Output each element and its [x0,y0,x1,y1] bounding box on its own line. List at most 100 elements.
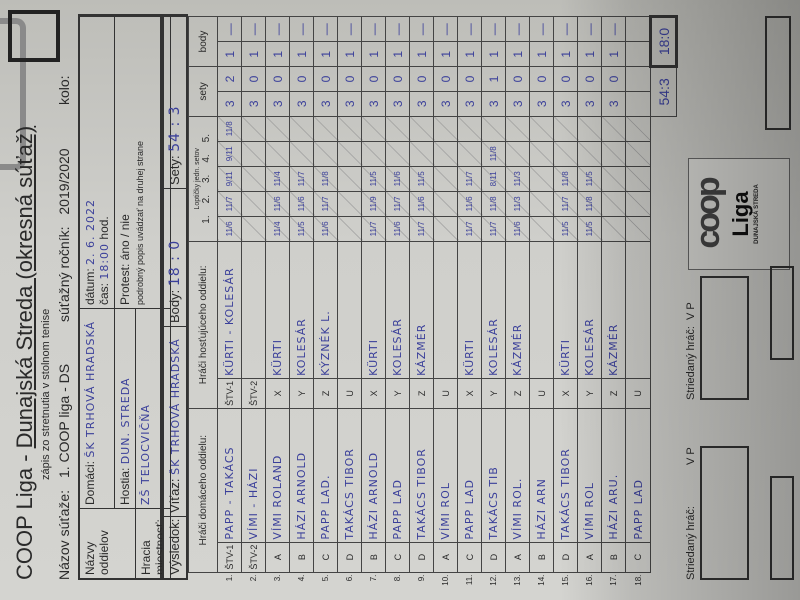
home-player: TAKÁCS TIBOR [409,408,434,543]
round-label: kolo: [56,75,72,105]
home-label: Domáci: [83,460,97,505]
match-number: 9. [417,574,426,582]
set-score-1: 11/7 [481,216,506,242]
set-score-4 [553,141,578,167]
time-value: 18:00 [98,242,111,280]
result-row: Výsledok: Víťaz: ŠK TRHOVÁ HRADSKÁ Body:… [162,14,188,580]
table-row: 9. D TAKÁCS TIBOR Z KÁZMÉR 11/7 11/6 11/5 3 0 1— [409,16,434,591]
home-slot: C [457,542,482,573]
away-player: KOLESÁR [577,241,602,379]
sets-won: 3 [409,91,434,117]
home-player: HÁZI ARNOLD [361,408,386,543]
set-score-1 [241,216,266,242]
match-number: 18. [633,574,643,586]
set-score-3 [529,166,554,192]
signature-box-away [770,266,794,360]
table-row: 11. C PAPP LAD X KÜRTI 11/7 11/6 11/7 3 0 1— [457,16,482,591]
set-score-2: 11/7 [553,191,578,217]
away-slot: Y [577,378,602,409]
set-score-1: 11/5 [577,216,602,242]
away-slot: U [337,378,362,409]
table-row: 17. B HÁZI ARU. Z KÁZMÉR 3 0 1— [601,16,626,591]
set-score-4 [601,141,626,167]
table-row: 2. ŠTV-2 VÍMI - HÁZI ŠTV-2 3 0 1— [241,16,266,591]
set-score-5 [433,116,458,142]
points-won: 1 [553,42,578,67]
sheet-title: COOP Liga - Dunajská Streda (okresná súť… [12,126,38,580]
matches-table: Hráči domáceho oddielu: Hráči hosťujúceh… [188,15,678,590]
table-row: 3. A VÍMI ROLAND X KÜRTI 11/4 11/6 11/4 3 0 1— [265,16,290,591]
set-score-4 [577,141,602,167]
subtitle: zápis zo stretnutia v stolnom tenise [40,308,52,480]
set-score-4: 11/8 [481,141,506,167]
set-score-5 [409,116,434,142]
sety-header: sety [188,66,218,117]
set-score-4 [265,141,290,167]
result-label: Výsledok: [164,516,186,578]
away-slot: Z [505,378,530,409]
set-score-3: 11/8 [553,166,578,192]
set-score-2 [433,191,458,217]
set-score-2 [529,191,554,217]
table-row: 14. B HÁZI ARN U 3 0 1— [529,16,554,591]
home-player: VÍMI ROLAND [265,408,290,543]
points-won: 1 [481,42,506,67]
set-score-2: 11/7 [313,191,338,217]
set-score-1: 11/6 [385,216,410,242]
set-score-3: 9/11 [217,166,242,192]
sets-lost: 0 [457,66,482,92]
match-number: 6. [345,574,354,582]
home-substitute-box [700,446,749,580]
table-row: 1. ŠTV-1 PAPP - TAKÁCS ŠTV-1 KÜRTI - KOLESÁR… [217,16,242,591]
sets-lost [625,66,651,92]
points-won [625,42,651,67]
set-score-5 [265,116,290,142]
coop-liga-logo: coop Liga DUNAJSKÁ STREDA [688,158,790,270]
set-score-4 [409,141,434,167]
date-label: dátum: [83,268,97,305]
points-won: 1 [385,42,410,67]
sets-won: 3 [553,91,578,117]
table-row: 16. A VÍMI ROL Y KOLESÁR 11/5 11/8 11/5 3 0 1— [577,16,602,591]
set-score-1 [625,216,651,242]
sets-won: 3 [337,91,362,117]
points-lost: — [217,16,242,42]
away-player: KÜRTI [553,241,578,379]
sets-won: 3 [529,91,554,117]
set-scores-label: Loptičky jedn. setov [194,148,201,210]
match-info: Názvy oddielov Domáci: ŠK TRHOVÁ HRADSKÁ… [78,14,171,580]
sets-won: 3 [361,91,386,117]
set-score-2: 11/7 [385,191,410,217]
sets-lost: 1 [481,66,506,92]
points-won: 1 [577,42,602,67]
home-player: HÁZI ARN [529,408,554,543]
match-number: 5. [321,574,330,582]
protest-note: podrobný popis uvádzať na druhej strane [135,141,145,305]
away-slot: ŠTV-2 [241,378,266,409]
home-slot: A [433,542,458,573]
points-won: 1 [433,42,458,67]
sets-won: 3 [217,91,242,117]
set-number-4: 4. [201,154,212,163]
set-score-1: 11/5 [553,216,578,242]
season: 2019/2020 [56,148,72,215]
home-player: VÍMI ROL [433,408,458,543]
away-slot: Y [289,378,314,409]
away-player: KÁZMÉR [601,241,626,379]
points-won: 1 [361,42,386,67]
set-score-5 [529,116,554,142]
home-slot: C [385,542,410,573]
sets-won: 3 [313,91,338,117]
sets-label: Sety: [167,155,182,185]
away-player [241,241,266,379]
sets-won: 3 [241,91,266,117]
points-won: 1 [409,42,434,67]
points-lost: — [505,16,530,42]
season-label: súťažný ročník: [56,226,72,323]
table-row: 10. A VÍMI ROL U 3 0 1— [433,16,458,591]
set-score-5 [385,116,410,142]
set-score-5 [289,116,314,142]
away-slot: ŠTV-1 [217,378,242,409]
home-slot: B [361,542,386,573]
away-substitute-box [700,276,749,400]
